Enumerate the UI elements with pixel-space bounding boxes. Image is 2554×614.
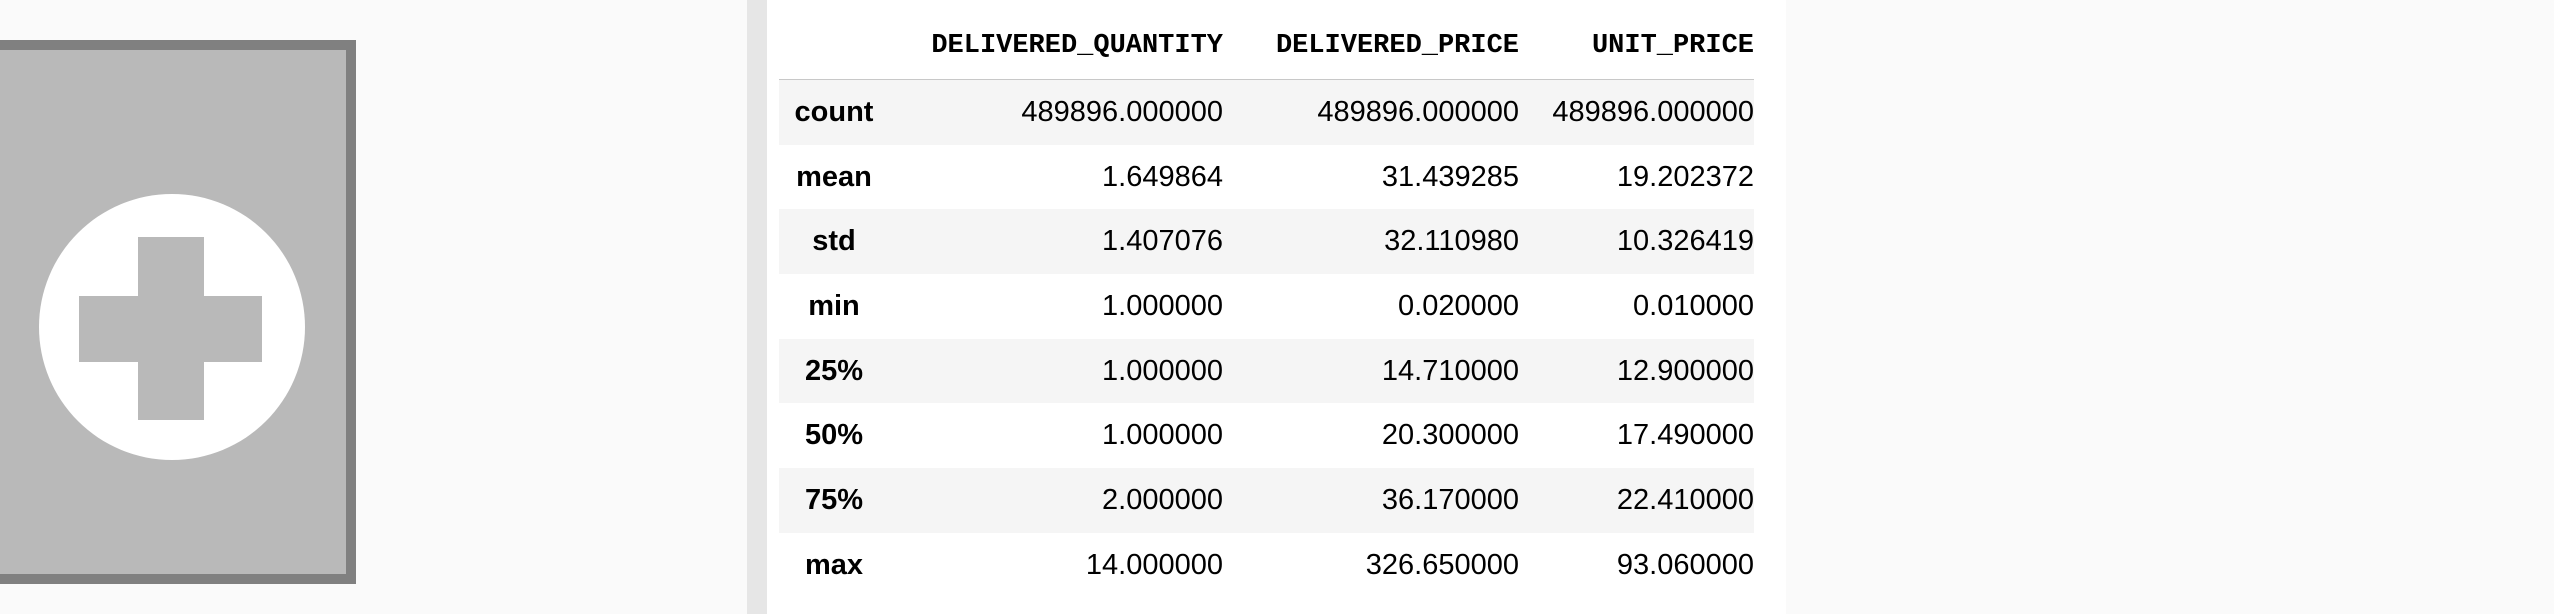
table-row: max 14.000000 326.650000 93.060000: [779, 532, 1754, 598]
table-row: std 1.407076 32.110980 10.326419: [779, 209, 1754, 275]
table-cell: 489896.000000: [1317, 95, 1519, 128]
row-label: mean: [796, 160, 872, 193]
table-cell: 32.110980: [1384, 225, 1519, 258]
table-cell: 1.000000: [1102, 289, 1223, 322]
table-cell: 489896.000000: [1021, 95, 1223, 128]
table-cell: 326.650000: [1365, 548, 1519, 581]
column-header: DELIVERED_QUANTITY: [889, 13, 1223, 80]
plus-circle-icon: [39, 194, 305, 460]
row-label: std: [812, 225, 856, 258]
row-label: max: [804, 548, 864, 581]
describe-stats-table: DELIVERED_QUANTITY DELIVERED_PRICE UNIT_…: [779, 13, 1754, 598]
column-header: DELIVERED_PRICE: [1223, 13, 1519, 80]
table-cell: 14.000000: [1085, 548, 1223, 581]
table-cell: 22.410000: [1616, 483, 1754, 516]
row-label: 25%: [804, 354, 864, 387]
empty-right-area: [1805, 0, 2554, 614]
table-cell: 14.710000: [1381, 354, 1519, 387]
table-cell: 1.000000: [1102, 419, 1223, 452]
table-row: 25% 1.000000 14.710000 12.900000: [779, 338, 1754, 404]
table-cell: 93.060000: [1616, 548, 1754, 581]
table-row: count 489896.000000 489896.000000 489896…: [779, 79, 1754, 145]
table-row: 75% 2.000000 36.170000 22.410000: [779, 468, 1754, 533]
column-header: UNIT_PRICE: [1519, 13, 1754, 80]
table-header-row: DELIVERED_QUANTITY DELIVERED_PRICE UNIT_…: [779, 13, 1754, 80]
table-cell: 17.490000: [1616, 419, 1754, 452]
table-row: min 1.000000 0.020000 0.010000: [779, 274, 1754, 339]
table-cell: 0.020000: [1398, 289, 1519, 322]
table-cell: 1.649864: [1102, 160, 1223, 193]
table-corner-cell: [779, 13, 889, 80]
row-label: count: [794, 95, 874, 128]
row-label: 75%: [804, 483, 864, 516]
table-cell: 36.170000: [1381, 483, 1519, 516]
table-cell: 10.326419: [1616, 225, 1754, 258]
table-cell: 19.202372: [1616, 160, 1754, 193]
table-cell: 1.000000: [1102, 354, 1223, 387]
table-row: 50% 1.000000 20.300000 17.490000: [779, 403, 1754, 469]
table-row: mean 1.649864 31.439285 19.202372: [779, 144, 1754, 210]
table-cell: 20.300000: [1381, 419, 1519, 452]
row-label: 50%: [804, 419, 864, 452]
table-cell: 31.439285: [1381, 160, 1519, 193]
table-cell: 489896.000000: [1552, 95, 1754, 128]
table-cell: 0.010000: [1633, 289, 1754, 322]
table-cell: 1.407076: [1102, 225, 1223, 258]
add-placeholder-tile[interactable]: [0, 40, 356, 584]
table-cell: 12.900000: [1616, 354, 1754, 387]
table-cell: 2.000000: [1102, 483, 1223, 516]
output-panel: [767, 0, 1786, 614]
row-label: min: [808, 289, 860, 322]
